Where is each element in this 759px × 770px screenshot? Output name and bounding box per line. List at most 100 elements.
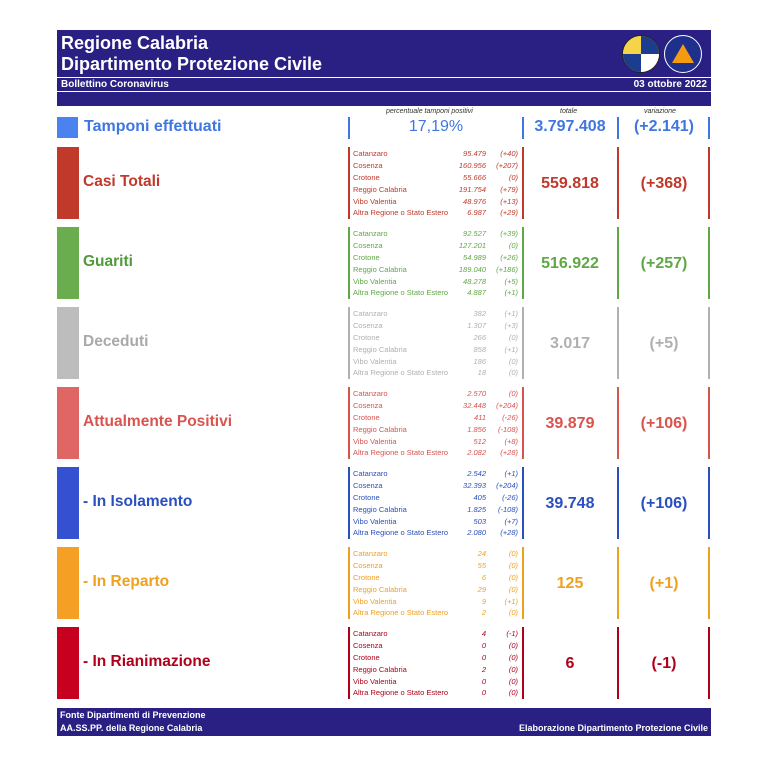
province-row: Catanzaro 92.527 (+39) (353, 228, 521, 240)
province-value: 32.393 (463, 480, 486, 490)
department-title: Dipartimento Protezione Civile (61, 54, 323, 74)
province-value: 24 (477, 549, 486, 558)
province-name: Catanzaro (353, 549, 388, 558)
province-variation: (0) (508, 560, 518, 570)
row-color-bar (57, 467, 79, 539)
province-name: Vibo Valentia (353, 596, 397, 606)
province-variation: (+1) (504, 596, 518, 606)
row-divider (617, 547, 619, 619)
province-row: Vibo Valentia 503 (+7) (353, 516, 521, 528)
province-row: Altra Regione o Stato Estero 0 (0) (353, 687, 521, 699)
col-header-pct: percentuale tamponi positivi (386, 108, 473, 115)
province-name: Cosenza (353, 480, 383, 490)
tamponi-title: Tamponi effettuati (84, 118, 222, 135)
province-row: Altra Regione o Stato Estero 6.987 (+29) (353, 207, 521, 219)
province-name: Cosenza (353, 320, 383, 330)
province-variation: (0) (508, 676, 518, 686)
province-name: Altra Regione o Stato Estero (353, 608, 449, 618)
province-value: 858 (473, 344, 486, 354)
province-variation: (+1) (504, 288, 518, 298)
province-variation: (0) (508, 640, 518, 650)
province-list: Catanzaro 4 (-1) Cosenza 0 (0) Crotone 0 (0) Regg… (353, 628, 521, 699)
tamponi-divider (708, 117, 710, 139)
province-variation: (-26) (502, 412, 518, 422)
province-value: 92.527 (463, 229, 486, 238)
tamponi-divider (617, 117, 619, 139)
row-divider (617, 307, 619, 379)
row-total: 559.818 (541, 175, 599, 192)
province-variation: (0) (508, 549, 518, 558)
row-divider (348, 627, 350, 699)
province-variation: (+1) (504, 344, 518, 354)
province-name: Catanzaro (353, 229, 388, 238)
row-divider (617, 467, 619, 539)
province-name: Cosenza (353, 640, 383, 650)
row-divider (522, 227, 524, 299)
row-title: Casi Totali (83, 173, 161, 190)
row-divider (708, 387, 710, 459)
province-variation: (+28) (500, 448, 518, 458)
row-title: Deceduti (83, 333, 149, 350)
province-variation: (+79) (500, 184, 518, 194)
province-name: Reggio Calabria (353, 584, 407, 594)
province-variation: (+26) (500, 252, 518, 262)
province-row: Crotone 405 (-26) (353, 492, 521, 504)
province-row: Vibo Valentia 9 (+1) (353, 596, 521, 608)
province-value: 503 (473, 516, 486, 526)
col-header-total: totale (560, 108, 578, 115)
row-divider (708, 547, 710, 619)
bulletin-label: Bollettino Coronavirus (61, 79, 169, 90)
row-divider (522, 467, 524, 539)
province-variation: (+7) (504, 516, 518, 526)
province-name: Vibo Valentia (353, 516, 397, 526)
province-value: 160.956 (458, 160, 486, 170)
province-variation: (0) (508, 356, 518, 366)
row-divider (708, 147, 710, 219)
tamponi-divider (348, 117, 350, 139)
province-value: 48.278 (463, 276, 486, 286)
tamponi-square (57, 117, 78, 138)
province-variation: (+204) (496, 400, 518, 410)
province-name: Catanzaro (353, 629, 388, 638)
province-row: Cosenza 160.956 (+207) (353, 160, 521, 172)
province-value: 382 (473, 309, 486, 318)
province-row: Reggio Calabria 1.825 (-108) (353, 504, 521, 516)
province-row: Catanzaro 4 (-1) (353, 628, 521, 640)
province-name: Vibo Valentia (353, 276, 397, 286)
province-name: Cosenza (353, 400, 383, 410)
row-variation: (+5) (649, 335, 679, 352)
province-row: Crotone 6 (0) (353, 572, 521, 584)
row-color-bar (57, 627, 79, 699)
province-row: Cosenza 55 (0) (353, 560, 521, 572)
row-color-bar (57, 547, 79, 619)
row-divider (522, 387, 524, 459)
province-value: 2 (481, 664, 486, 674)
row-color-bar (57, 147, 79, 219)
province-variation: (0) (508, 240, 518, 250)
province-row: Cosenza 127.201 (0) (353, 240, 521, 252)
province-name: Reggio Calabria (353, 264, 407, 274)
province-variation: (-108) (497, 424, 518, 434)
province-variation: (+5) (504, 276, 518, 286)
province-row: Reggio Calabria 29 (0) (353, 584, 521, 596)
province-value: 127.201 (458, 240, 486, 250)
province-value: 6 (481, 572, 486, 582)
province-value: 54.989 (463, 252, 486, 262)
province-value: 2.082 (467, 448, 486, 458)
row-divider (522, 307, 524, 379)
row-total: 39.879 (545, 415, 595, 432)
province-value: 2.542 (467, 469, 486, 478)
row-divider (617, 387, 619, 459)
province-variation: (+204) (496, 480, 518, 490)
row-divider (348, 227, 350, 299)
province-row: Crotone 266 (0) (353, 332, 521, 344)
province-value: 2 (481, 608, 486, 618)
regione-calabria-logo-icon (622, 35, 660, 73)
province-row: Catanzaro 382 (+1) (353, 308, 521, 320)
province-row: Reggio Calabria 191.754 (+79) (353, 184, 521, 196)
row-divider (708, 467, 710, 539)
province-name: Reggio Calabria (353, 344, 407, 354)
province-value: 95.479 (463, 149, 486, 158)
province-value: 2.080 (467, 528, 486, 538)
province-value: 48.976 (463, 196, 486, 206)
